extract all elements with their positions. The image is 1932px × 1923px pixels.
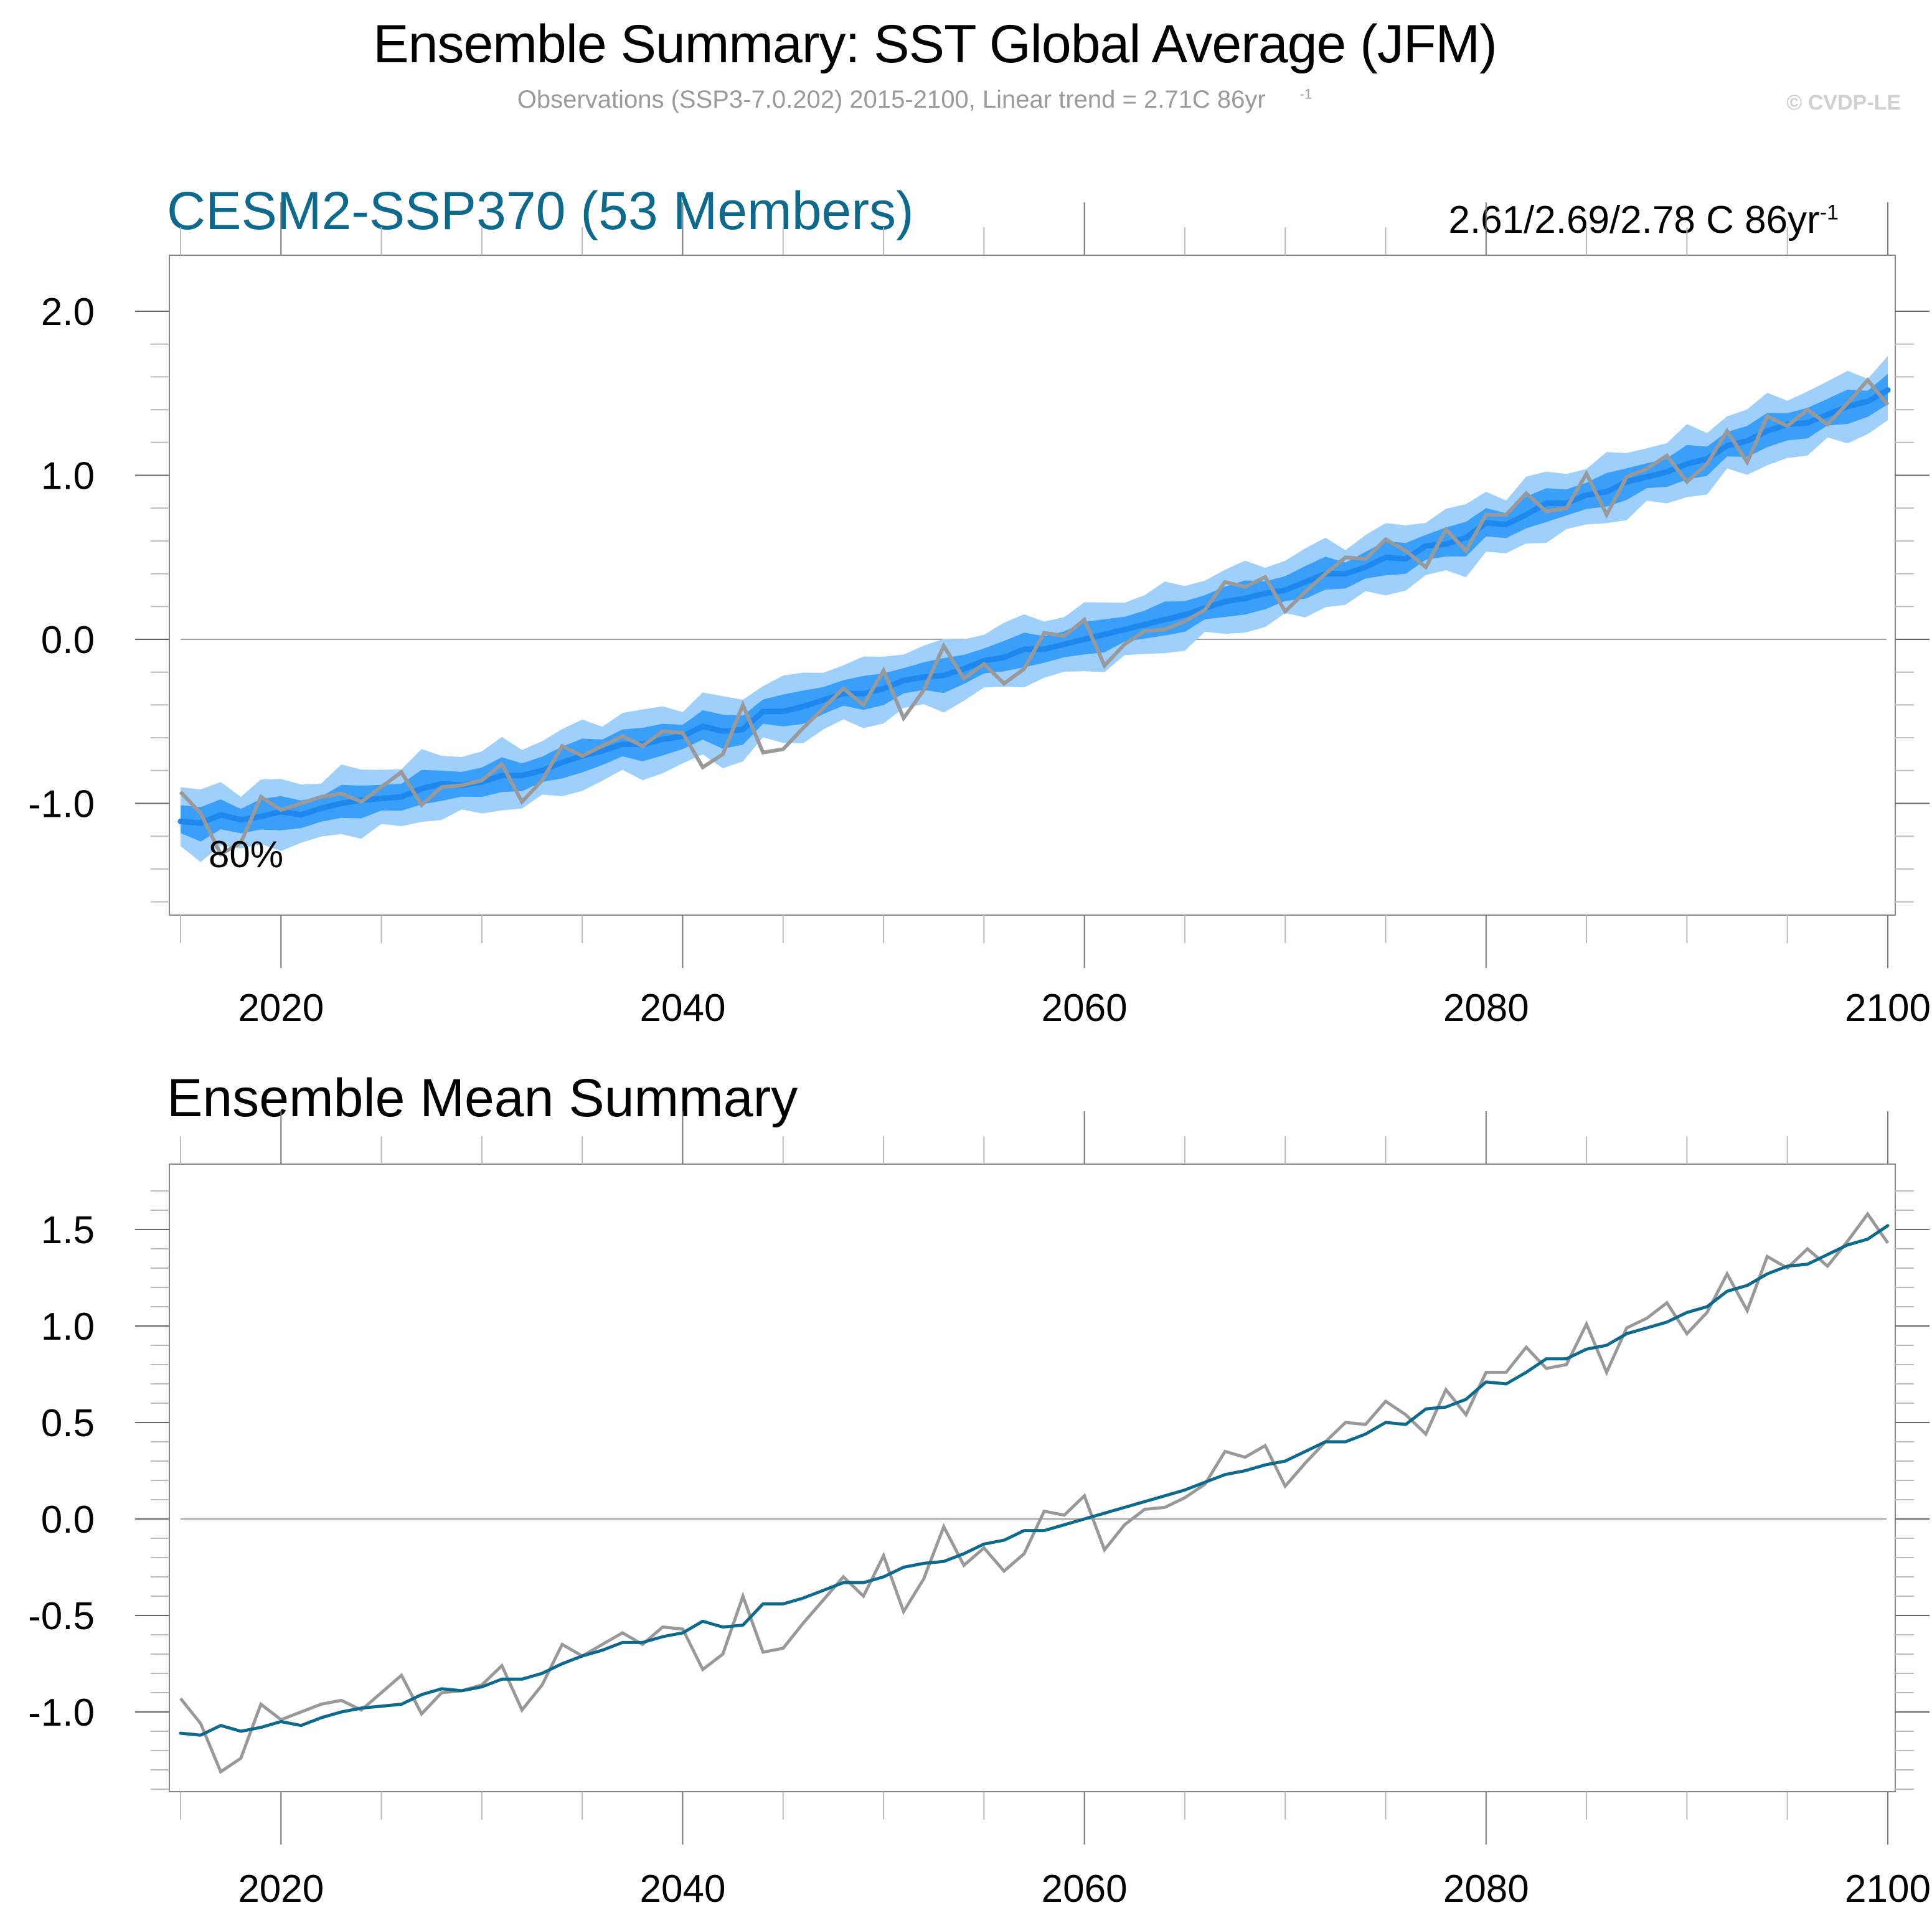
trend-label-superscript: -1 (1819, 200, 1839, 225)
plot-frame (169, 1164, 1896, 1792)
subtitle-text: Observations (SSP3-7.0.202) 2015-2100, L… (517, 86, 1266, 113)
panel1-title: CESM2-SSP370 (53 Members) (167, 181, 914, 241)
y-tick-label: 0.0 (41, 1498, 95, 1541)
x-tick-label: 2040 (640, 1868, 726, 1911)
panel2-title: Ensemble Mean Summary (167, 1068, 798, 1128)
ensemble-band-inner (181, 374, 1888, 842)
ensemble-mean-line (179, 1224, 1890, 1737)
trend-label: 2.61/2.69/2.78 C 86yr-1 (1448, 198, 1839, 242)
plot-frame (169, 255, 1896, 916)
copyright-label: © CVDP-LE (1786, 91, 1901, 115)
y-tick-label: 0.5 (41, 1402, 95, 1445)
y-tick-label: 1.0 (41, 1305, 95, 1348)
main-title-text: Ensemble Summary: SST Global Average (JF… (373, 14, 1497, 74)
x-tick-label: 2040 (640, 987, 726, 1030)
x-tick-label: 2100 (1845, 1868, 1931, 1911)
y-tick-label: -0.5 (28, 1595, 95, 1638)
y-tick-label: -1.0 (28, 1691, 95, 1734)
panel2-plot: 2020 2040 2060 2080 2100 -1.0 -0.5 0.0 0.5 1.0 1.5 (28, 1111, 1931, 1911)
observations-line (179, 1211, 1890, 1774)
band-percent-label: 80% (209, 834, 284, 875)
x-tick-label: 2020 (238, 1868, 324, 1911)
ensemble-band-outer (181, 355, 1888, 862)
y-tick-label: -1.0 (28, 783, 95, 826)
subtitle-superscript: -1 (1299, 86, 1312, 102)
observations-line (179, 377, 1890, 857)
x-tick-label: 2080 (1443, 987, 1529, 1030)
y-tick-label: 1.5 (41, 1209, 95, 1252)
main-title: Ensemble Summary: SST Global Average (JF… (0, 14, 1932, 75)
x-tick-label: 2020 (238, 987, 324, 1030)
y-tick-label: 2.0 (41, 291, 95, 334)
x-tick-label: 2080 (1443, 1868, 1529, 1911)
x-tick-label: 2060 (1042, 987, 1128, 1030)
y-tick-label: 1.0 (41, 455, 95, 498)
panel1-plot: 2020 2040 2060 2080 2100 -1.0 0.0 1.0 2.0 (28, 202, 1931, 1030)
trend-label-text: 2.61/2.69/2.78 C 86yr (1448, 199, 1820, 242)
subtitle: Observations (SSP3-7.0.202) 2015-2100, L… (0, 86, 1932, 114)
y-tick-label: 0.0 (41, 619, 95, 662)
x-tick-label: 2100 (1845, 987, 1931, 1030)
x-tick-label: 2060 (1042, 1868, 1128, 1911)
